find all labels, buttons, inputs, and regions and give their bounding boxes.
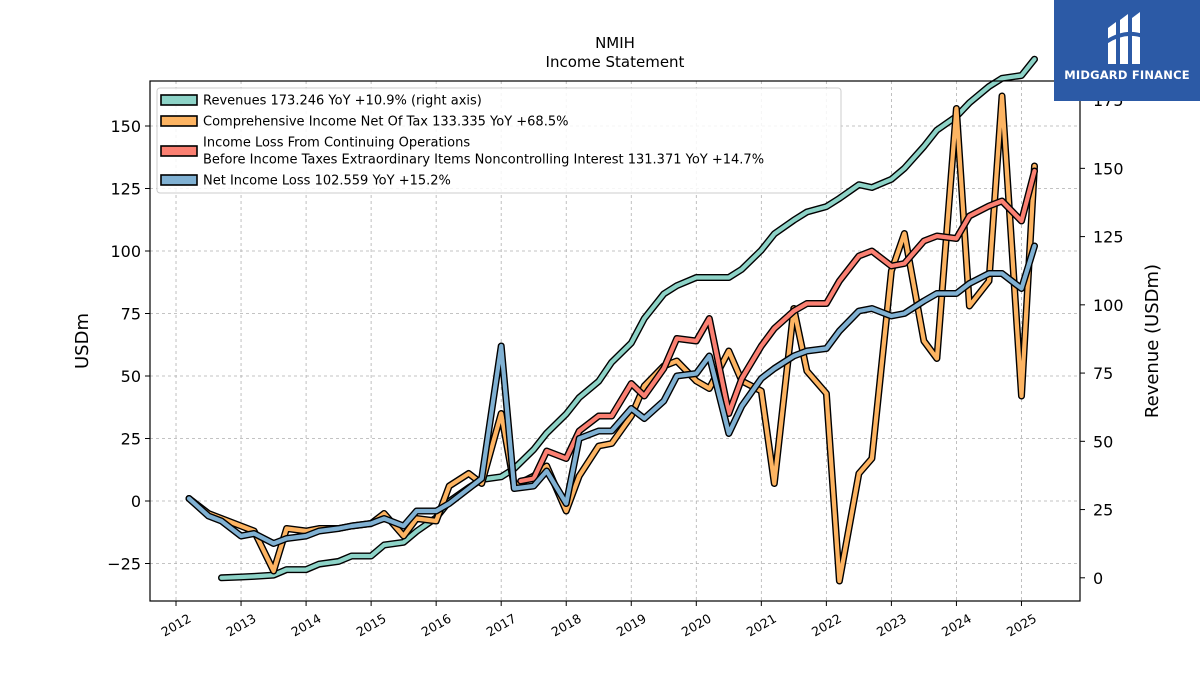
- x-tick-label: 2021: [744, 611, 779, 640]
- left-tick-label: 100: [110, 242, 141, 261]
- legend-swatch-pretax: [160, 145, 198, 157]
- x-tick-label: 2013: [223, 611, 258, 640]
- chart-subtitle: Income Statement: [546, 53, 685, 71]
- brand-mark-icon: [1104, 12, 1149, 64]
- series-line-pretax: [518, 168, 1037, 484]
- brand-logo: MIDGARD FINANCE: [1054, 0, 1200, 101]
- chart-title: NMIH: [595, 34, 635, 52]
- left-tick-label: 0: [131, 492, 141, 511]
- series-layer: [185, 55, 1038, 585]
- x-tick-label: 2025: [1004, 611, 1039, 640]
- legend-box: [156, 87, 842, 194]
- y-axis-label-left: USDm: [72, 313, 93, 369]
- x-tick-label: 2018: [549, 611, 584, 640]
- x-tick-label: 2019: [614, 611, 649, 640]
- x-tick-label: 2024: [939, 611, 974, 640]
- right-tick-label: 125: [1093, 228, 1124, 247]
- legend-swatch-revenues: [160, 94, 198, 106]
- brand-name: MIDGARD FINANCE: [1064, 68, 1190, 82]
- x-tick-label: 2014: [289, 611, 324, 640]
- x-tick-label: 2020: [679, 611, 714, 640]
- legend-swatch-net: [160, 174, 198, 186]
- legend-label-comprehensive: Comprehensive Income Net Of Tax 133.335 …: [203, 115, 568, 130]
- x-tick-label: 2017: [484, 611, 519, 640]
- x-tick-label: 2012: [158, 611, 193, 640]
- y-axis-label-right: Revenue (USDm): [1142, 264, 1163, 418]
- left-tick-label: 50: [121, 367, 141, 386]
- right-tick-label: 100: [1093, 296, 1124, 315]
- right-tick-label: 150: [1093, 159, 1124, 178]
- legend-label-pretax: Income Loss From Continuing Operations: [203, 136, 470, 151]
- x-axis: 2012 2013 2014 2015 2016 2017 2018 2019 2020 2021…: [158, 601, 1039, 640]
- right-axis: 0255075100125150175: [1080, 91, 1124, 588]
- x-tick-label: 2015: [354, 611, 389, 640]
- left-tick-label: −25: [107, 555, 141, 574]
- series-line-net: [186, 243, 1037, 546]
- left-tick-label: 150: [110, 117, 141, 136]
- legend-label-revenues: Revenues 173.246 YoY +10.9% (right axis): [203, 94, 482, 109]
- right-tick-label: 75: [1093, 364, 1113, 383]
- right-tick-label: 50: [1093, 432, 1113, 451]
- left-axis: −25 0 25 50 75 100 125 150: [107, 117, 150, 574]
- x-tick-label: 2023: [874, 611, 909, 640]
- series-line-revenues: [219, 57, 1037, 580]
- left-tick-label: 25: [121, 430, 141, 449]
- legend-swatch-comprehensive: [160, 115, 198, 127]
- left-tick-label: 75: [121, 305, 141, 324]
- series-outline-net: [185, 242, 1038, 547]
- x-tick-label: 2022: [809, 611, 844, 640]
- left-tick-label: 125: [110, 180, 141, 199]
- right-tick-label: 25: [1093, 501, 1113, 520]
- legend-label-pretax: Before Income Taxes Extraordinary Items …: [203, 153, 764, 168]
- plot-frame: [149, 80, 1081, 602]
- legend-label-net: Net Income Loss 102.559 YoY +15.2%: [203, 174, 451, 189]
- x-tick-label: 2016: [419, 611, 454, 640]
- right-tick-label: 0: [1093, 569, 1103, 588]
- legend: Revenues 173.246 YoY +10.9% (right axis)…: [156, 87, 842, 194]
